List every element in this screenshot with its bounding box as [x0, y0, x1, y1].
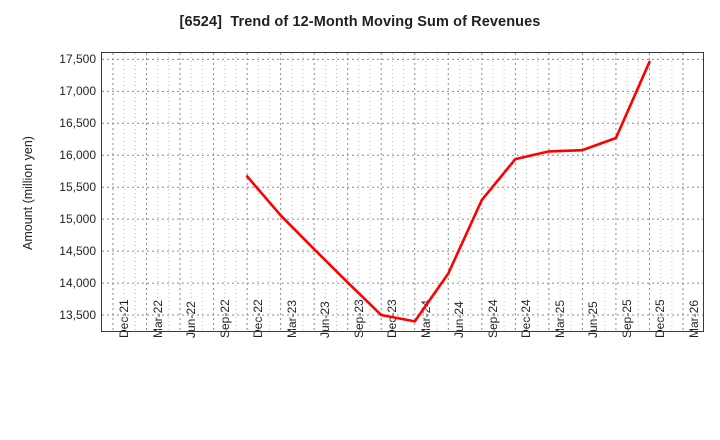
y-axis-tick-labels: 13,500 14,000 14,500 15,000 15,500 16,000 16,5…	[28, 0, 96, 440]
major-horizontal-gridlines	[102, 58, 703, 316]
y-tick-label: 16,500	[59, 116, 96, 131]
y-tick-label: 16,000	[59, 148, 96, 163]
y-tick-label: 15,000	[59, 212, 96, 227]
y-tick-label: 15,500	[59, 180, 96, 195]
plot-svg	[102, 53, 703, 331]
minor-vertical-gridlines	[123, 53, 673, 331]
chart-title: [6524] Trend of 12-Month Moving Sum of R…	[179, 14, 541, 30]
revenue-trend-line	[245, 60, 651, 323]
y-tick-label: 17,500	[59, 52, 96, 67]
plot-area	[101, 52, 704, 332]
y-tick-label: 17,000	[59, 84, 96, 99]
y-tick-label: 14,000	[59, 276, 96, 291]
major-vertical-gridlines	[112, 53, 684, 331]
y-tick-label: 14,500	[59, 244, 96, 259]
y-tick-label: 13,500	[59, 308, 96, 323]
